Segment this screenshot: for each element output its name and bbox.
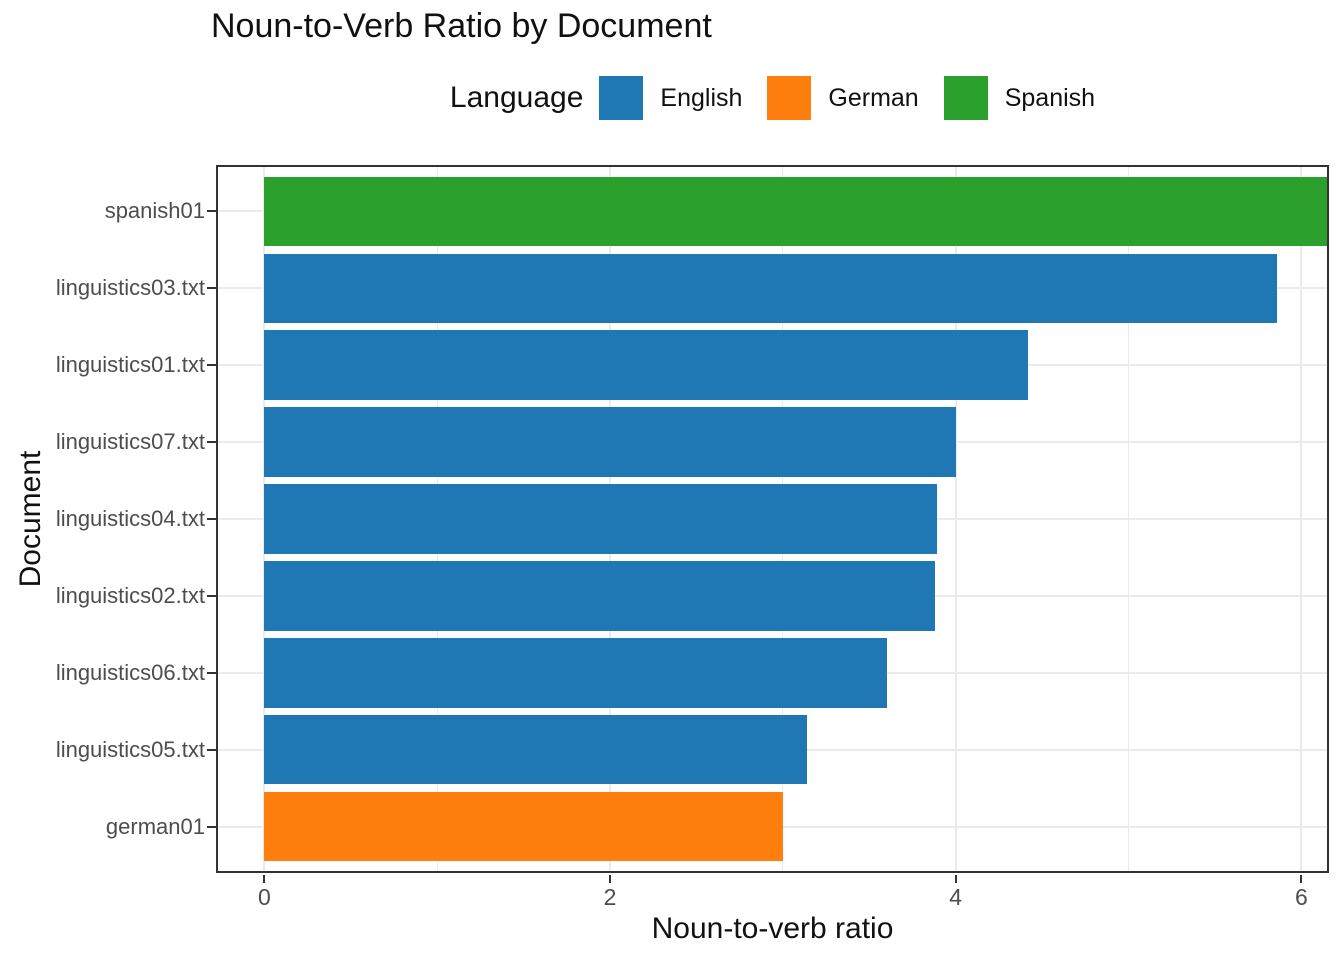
legend-label-english: English	[660, 83, 743, 112]
bar-linguistics03-txt	[264, 253, 1278, 323]
y-label-linguistics01-txt: linguistics01.txt	[55, 352, 205, 378]
legend-item-english: English	[599, 76, 742, 120]
y-tick-linguistics03-txt	[207, 287, 216, 290]
bar-linguistics07-txt	[264, 407, 956, 477]
y-label-linguistics03-txt: linguistics03.txt	[55, 275, 205, 301]
x-axis-title: Noun-to-verb ratio	[651, 912, 894, 945]
x-tick-2	[609, 875, 612, 883]
y-label-linguistics05-txt: linguistics05.txt	[55, 736, 205, 762]
legend: Language English German Spanish	[216, 72, 1329, 124]
bar-linguistics02-txt	[264, 561, 935, 631]
legend-key-english-swatch	[599, 76, 644, 120]
chart-title: Noun-to-Verb Ratio by Document	[211, 7, 712, 45]
y-label-german01: german01	[105, 813, 205, 839]
x-label-6: 6	[1294, 884, 1308, 910]
x-tick-4	[954, 875, 957, 883]
legend-key-spanish-swatch	[943, 76, 988, 120]
legend-item-german: German	[767, 76, 919, 120]
bar-linguistics04-txt	[264, 484, 937, 554]
x-label-4: 4	[949, 884, 963, 910]
x-label-2: 2	[603, 884, 617, 910]
y-label-spanish01: spanish01	[104, 198, 205, 224]
y-tick-linguistics07-txt	[207, 441, 216, 444]
legend-key-german-swatch	[767, 76, 812, 120]
bar-linguistics01-txt	[264, 330, 1029, 400]
y-label-linguistics02-txt: linguistics02.txt	[55, 582, 205, 608]
x-label-0: 0	[257, 884, 271, 910]
x-tick-0	[263, 875, 266, 883]
y-tick-linguistics01-txt	[207, 364, 216, 367]
bar-german01	[264, 792, 783, 862]
legend-item-spanish: Spanish	[943, 76, 1096, 120]
y-tick-linguistics04-txt	[207, 518, 216, 520]
plot-panel	[216, 165, 1329, 873]
y-label-linguistics04-txt: linguistics04.txt	[55, 506, 205, 531]
y-axis-title: Document	[14, 450, 47, 588]
bar-spanish01	[264, 176, 1328, 246]
y-tick-german01	[207, 825, 216, 828]
legend-title: Language	[449, 81, 584, 114]
y-tick-spanish01	[207, 210, 216, 213]
legend-label-german: German	[828, 83, 919, 112]
y-tick-linguistics05-txt	[207, 748, 216, 751]
y-label-linguistics06-txt: linguistics06.txt	[55, 659, 205, 685]
x-tick-6	[1300, 875, 1303, 883]
y-tick-linguistics06-txt	[207, 671, 216, 674]
legend-items: English German Spanish	[599, 76, 1095, 120]
legend-label-spanish: Spanish	[1004, 83, 1096, 112]
bar-linguistics05-txt	[264, 715, 808, 785]
bar-linguistics06-txt	[264, 638, 887, 708]
y-tick-linguistics02-txt	[207, 594, 216, 597]
y-label-linguistics07-txt: linguistics07.txt	[55, 429, 205, 455]
